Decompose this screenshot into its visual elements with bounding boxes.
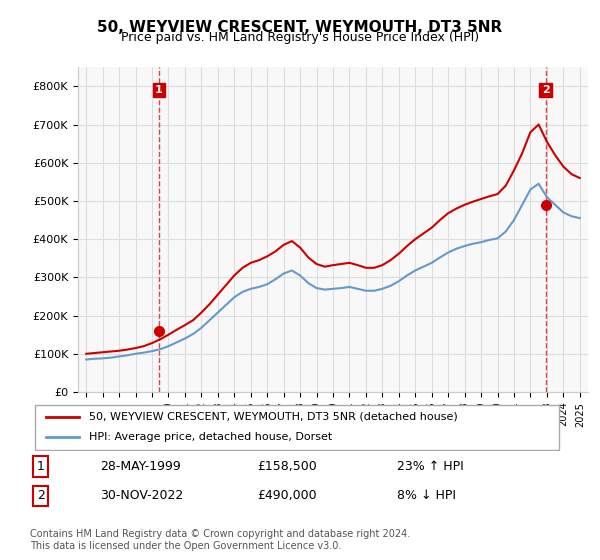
Text: 30-NOV-2022: 30-NOV-2022 [100,489,184,502]
Text: 23% ↑ HPI: 23% ↑ HPI [397,460,464,473]
Text: Price paid vs. HM Land Registry's House Price Index (HPI): Price paid vs. HM Land Registry's House … [121,31,479,44]
Text: 50, WEYVIEW CRESCENT, WEYMOUTH, DT3 5NR: 50, WEYVIEW CRESCENT, WEYMOUTH, DT3 5NR [97,20,503,35]
Text: HPI: Average price, detached house, Dorset: HPI: Average price, detached house, Dors… [89,432,332,442]
Text: 8% ↓ HPI: 8% ↓ HPI [397,489,456,502]
Text: 1: 1 [37,460,45,473]
Text: 1: 1 [155,85,163,95]
Text: 2: 2 [542,85,550,95]
Text: Contains HM Land Registry data © Crown copyright and database right 2024.
This d: Contains HM Land Registry data © Crown c… [30,529,410,551]
Text: 2: 2 [37,489,45,502]
Text: £158,500: £158,500 [257,460,317,473]
FancyBboxPatch shape [35,405,559,450]
Text: 28-MAY-1999: 28-MAY-1999 [100,460,181,473]
Text: 50, WEYVIEW CRESCENT, WEYMOUTH, DT3 5NR (detached house): 50, WEYVIEW CRESCENT, WEYMOUTH, DT3 5NR … [89,412,458,422]
Text: £490,000: £490,000 [257,489,316,502]
